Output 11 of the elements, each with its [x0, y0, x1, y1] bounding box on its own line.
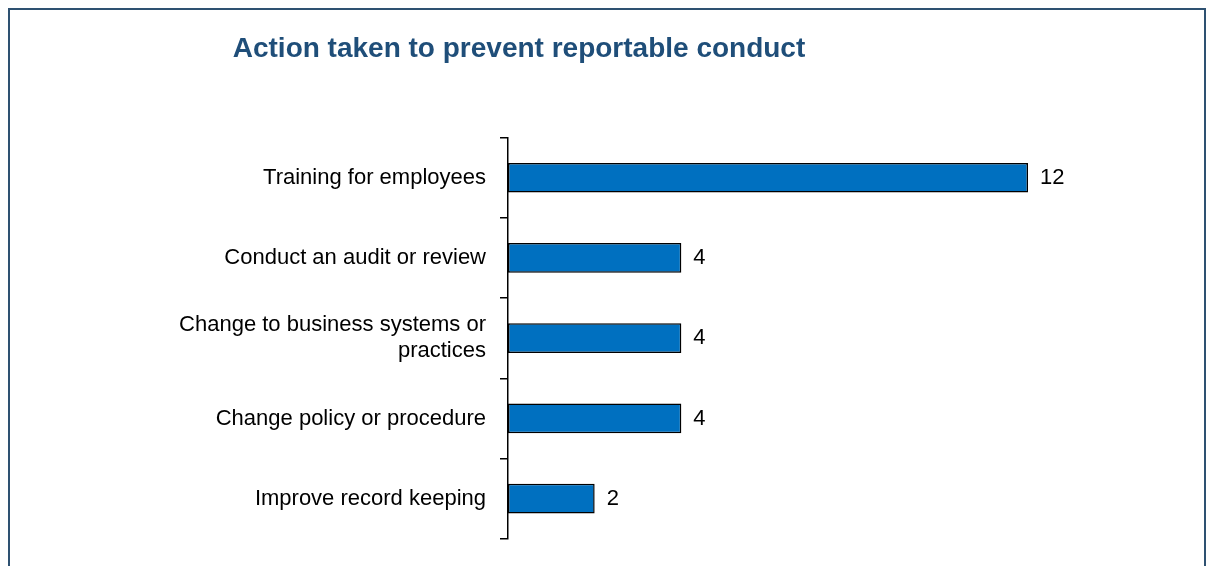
y-tick-label: Training for employees	[263, 163, 486, 189]
y-tick-label: Conduct an audit or review	[224, 244, 487, 270]
data-label: 2	[606, 484, 619, 510]
y-tick-label: Change to business systems or practices	[179, 311, 486, 363]
data-label: 4	[693, 404, 706, 430]
data-label: 4	[693, 244, 706, 270]
data-label: 4	[693, 324, 706, 350]
chart-title: Action taken to prevent reportable conduct	[232, 31, 806, 63]
data-label: 12	[1040, 163, 1065, 189]
y-tick-label: Improve record keeping	[254, 484, 486, 510]
y-tick-label: Change policy or procedure	[215, 404, 486, 430]
